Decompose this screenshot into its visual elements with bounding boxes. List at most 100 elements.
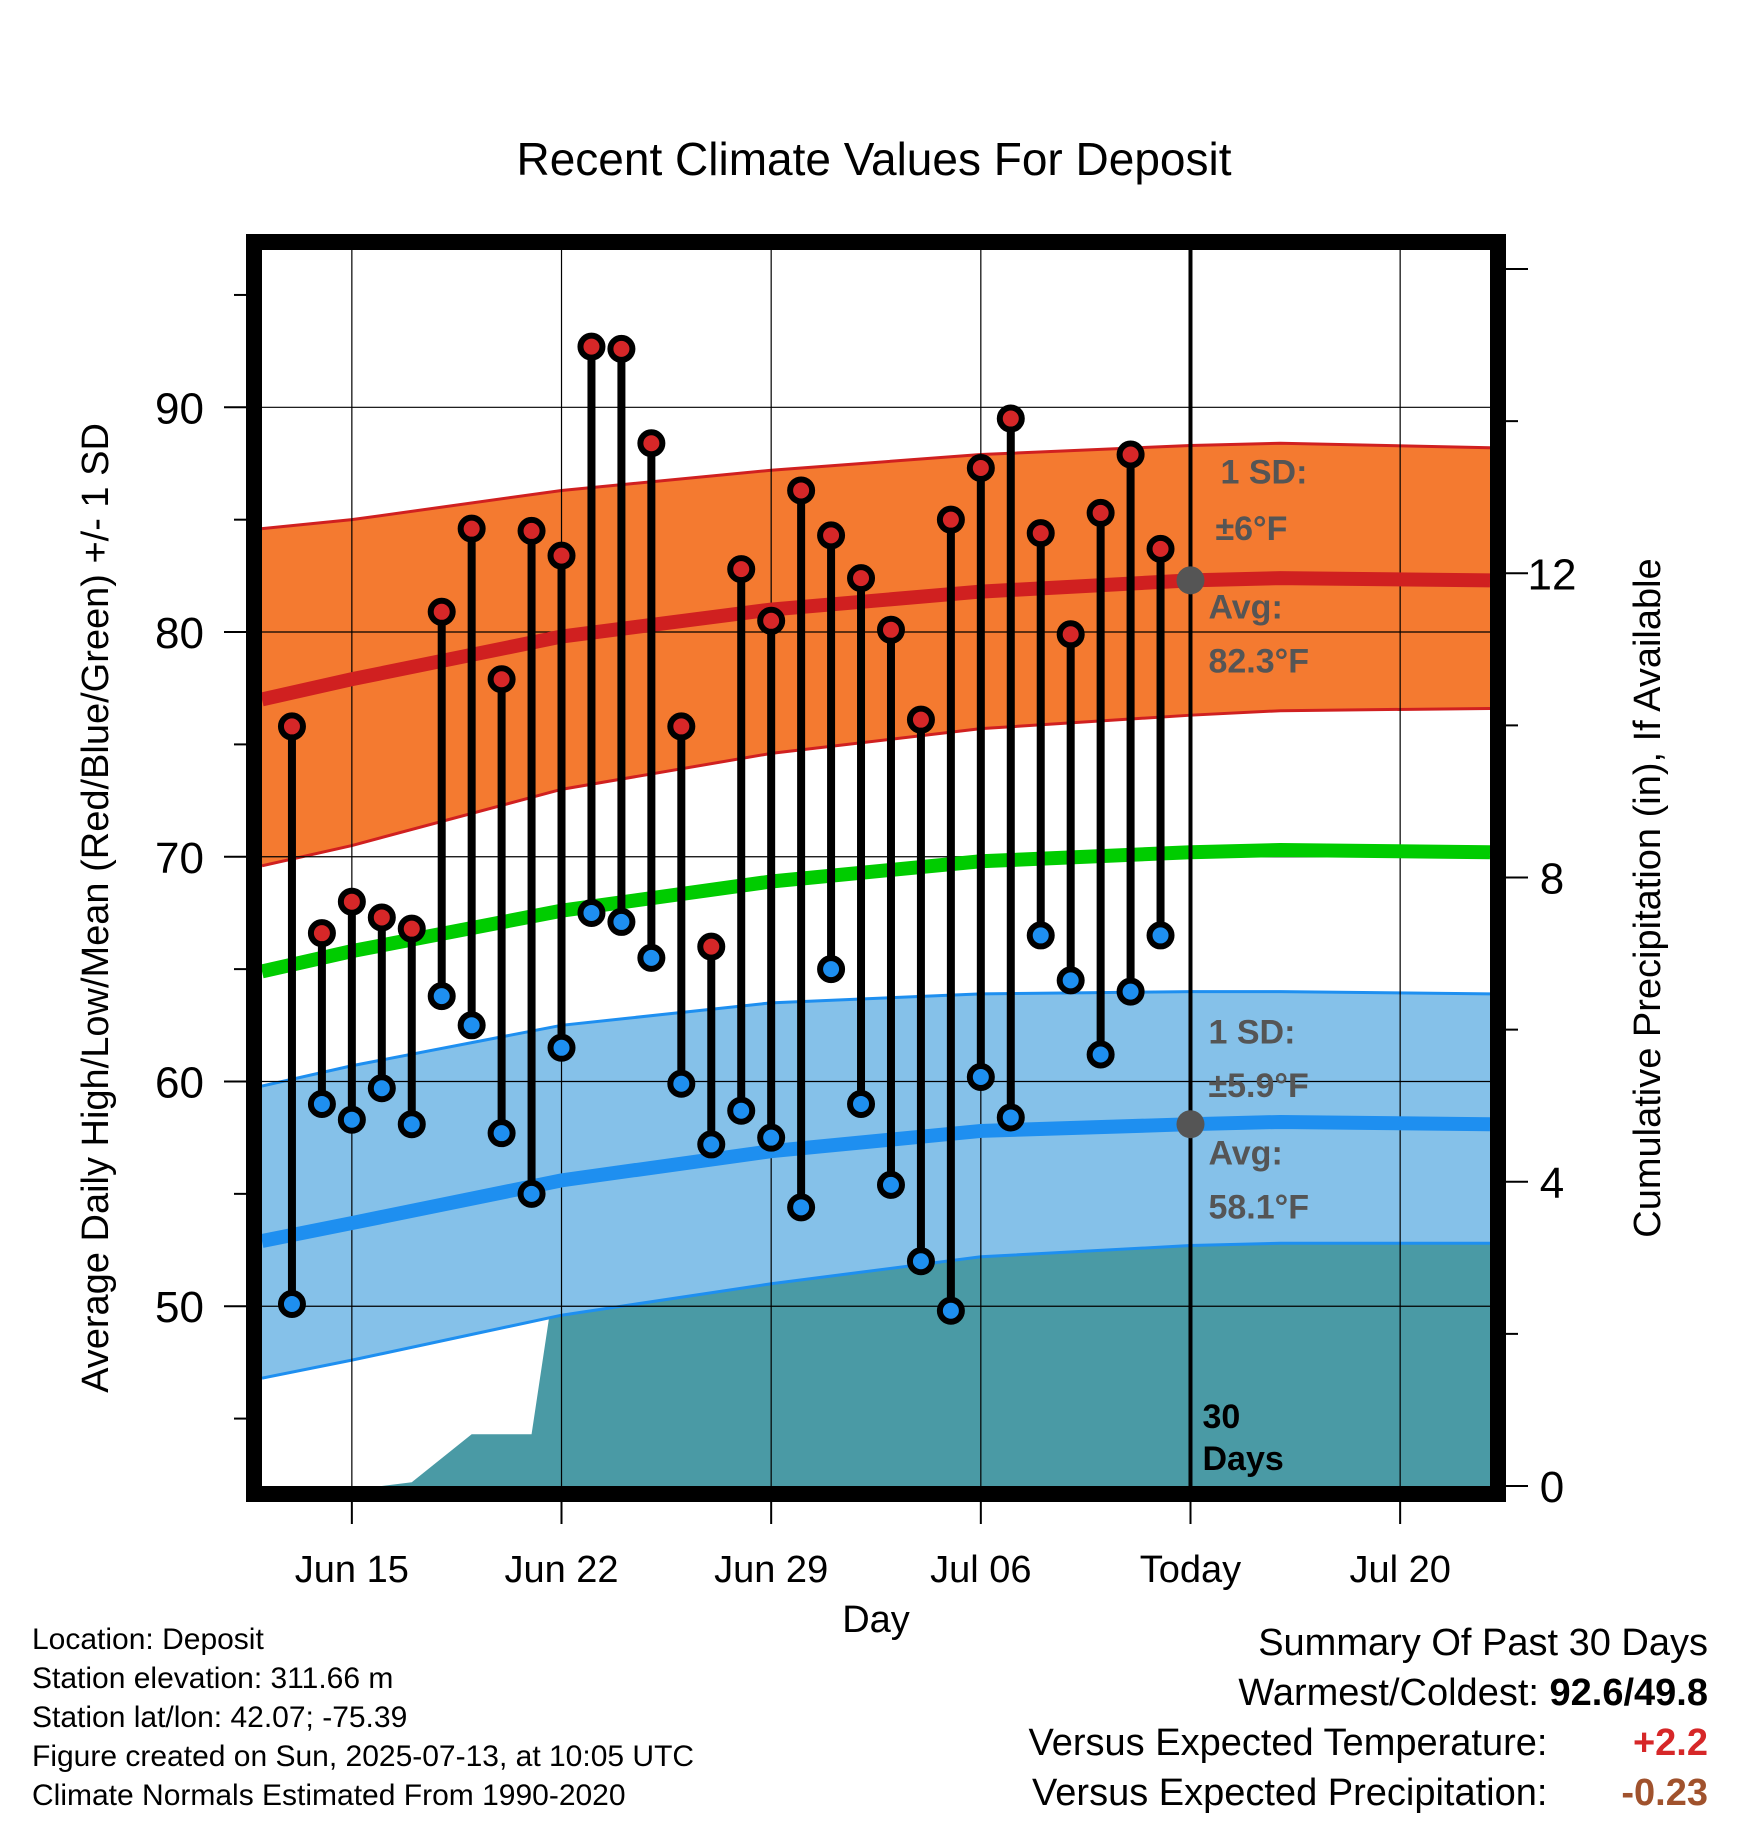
daily-low-point-21 [906, 1247, 935, 1276]
high-sd-upper-line [262, 441, 1490, 531]
y2-tick-label-4: 4 [1540, 1159, 1564, 1208]
daily-high-point-29 [1146, 534, 1175, 563]
daily-high-point-12 [637, 429, 666, 458]
daily-high-point-5 [427, 597, 456, 626]
high-sd-value: ±6°F [1215, 510, 1287, 548]
elevation-text: Station elevation: 311.66 m [32, 1662, 394, 1695]
location-text: Location: Deposit [32, 1623, 264, 1656]
daily-high-point-19 [847, 564, 876, 593]
daily-high-point-0 [277, 712, 306, 741]
y2-axis-title: Cumulative Precipitation (in), If Availa… [1627, 558, 1669, 1237]
summary-precip-row: Versus Expected Precipitation: -0.23 [1029, 1768, 1708, 1818]
high-avg-line [262, 571, 1490, 707]
daily-low-point-29 [1146, 921, 1175, 950]
high-sd-lower-line [262, 706, 1490, 868]
daily-high-point-17 [787, 476, 816, 505]
today-days-label-line1: 30 [1202, 1398, 1240, 1436]
x-tick-label-2: Jun 29 [714, 1549, 828, 1591]
daily-low-point-26 [1056, 966, 1085, 995]
daily-low-point-0 [277, 1289, 306, 1318]
daily-low-point-24 [996, 1103, 1025, 1132]
daily-high-point-18 [817, 521, 846, 550]
daily-low-point-28 [1116, 977, 1145, 1006]
precip-label: Versus Expected Precipitation: [1032, 1772, 1548, 1814]
daily-high-point-10 [577, 332, 606, 361]
daily-high-point-11 [607, 334, 636, 363]
station-info: Location: Deposit Station elevation: 311… [32, 1620, 694, 1815]
daily-high-point-27 [1086, 498, 1115, 527]
normals-text: Climate Normals Estimated From 1990-2020 [32, 1779, 626, 1812]
daily-low-point-1 [307, 1089, 336, 1118]
daily-low-point-3 [367, 1074, 396, 1103]
x-tick-label-4: Today [1140, 1549, 1241, 1591]
daily-low-point-12 [637, 943, 666, 972]
low-sd-band [262, 991, 1490, 1379]
y2-tick-label-12: 12 [1528, 550, 1577, 599]
summary-warmest-row: Warmest/Coldest: 92.6/49.8 [1029, 1668, 1708, 1718]
low-sd-label: 1 SD: [1208, 1013, 1295, 1051]
y-axis-title: Average Daily High/Low/Mean (Red/Blue/Gr… [75, 423, 117, 1393]
low-avg-value: 58.1°F [1208, 1189, 1309, 1227]
y2-tick-label-0: 0 [1540, 1463, 1564, 1512]
daily-low-point-8 [517, 1179, 546, 1208]
daily-low-point-19 [847, 1089, 876, 1118]
temp-label: Versus Expected Temperature: [1028, 1722, 1548, 1764]
daily-high-point-23 [966, 453, 995, 482]
daily-low-point-15 [727, 1096, 756, 1125]
daily-low-point-16 [757, 1123, 786, 1152]
low-sd-lower-line [262, 1241, 1490, 1380]
x-tick-label-0: Jun 15 [295, 1549, 409, 1591]
y-tick-label-90: 90 [155, 384, 204, 433]
x-tick-label-5: Jul 20 [1349, 1549, 1450, 1591]
daily-high-point-13 [667, 712, 696, 741]
daily-high-point-3 [367, 903, 396, 932]
high-avg-label: Avg: [1208, 589, 1282, 627]
daily-low-point-18 [817, 955, 846, 984]
summary-temp-row: Versus Expected Temperature: +2.2 [1029, 1718, 1708, 1768]
daily-high-point-28 [1116, 440, 1145, 469]
x-tick-label-1: Jun 22 [504, 1549, 618, 1591]
daily-high-point-8 [517, 516, 546, 545]
y-tick-label-70: 70 [155, 834, 204, 883]
summary-panel: Summary Of Past 30 Days Warmest/Coldest:… [1029, 1618, 1708, 1818]
created-text: Figure created on Sun, 2025-07-13, at 10… [32, 1740, 695, 1773]
daily-low-point-17 [787, 1193, 816, 1222]
daily-low-point-5 [427, 982, 456, 1011]
daily-high-point-21 [906, 705, 935, 734]
daily-high-point-7 [487, 665, 516, 694]
y-tick-label-60: 60 [155, 1058, 204, 1107]
latlon-text: Station lat/lon: 42.07; -75.39 [32, 1701, 408, 1734]
daily-low-point-13 [667, 1069, 696, 1098]
y2-tick-label-8: 8 [1540, 855, 1564, 904]
x-axis-title: Day [842, 1599, 910, 1641]
daily-high-point-24 [996, 404, 1025, 433]
x-tick-label-3: Jul 06 [930, 1549, 1031, 1591]
daily-low-point-25 [1026, 921, 1055, 950]
low-avg-label: Avg: [1208, 1135, 1282, 1173]
today-days-label-line2: Days [1202, 1440, 1283, 1478]
daily-low-point-22 [936, 1296, 965, 1325]
daily-low-point-4 [397, 1110, 426, 1139]
daily-high-point-26 [1056, 620, 1085, 649]
daily-high-point-4 [397, 914, 426, 943]
y-tick-label-80: 80 [155, 609, 204, 658]
summary-title: Summary Of Past 30 Days [1258, 1622, 1708, 1664]
precip-value: -0.23 [1621, 1772, 1708, 1814]
daily-low-point-7 [487, 1119, 516, 1148]
daily-high-point-15 [727, 555, 756, 584]
daily-high-point-25 [1026, 519, 1055, 548]
daily-low-point-9 [547, 1033, 576, 1062]
low-sd-upper-line [262, 990, 1490, 1088]
daily-high-point-2 [337, 887, 366, 916]
daily-high-point-16 [757, 606, 786, 635]
daily-low-point-14 [697, 1130, 726, 1159]
daily-low-point-27 [1086, 1040, 1115, 1069]
low-avg-line [262, 1114, 1490, 1248]
daily-high-point-1 [307, 919, 336, 948]
warmest-label: Warmest/Coldest: [1238, 1672, 1539, 1714]
daily-low-point-11 [607, 907, 636, 936]
daily-low-point-20 [876, 1170, 905, 1199]
daily-low-point-23 [966, 1062, 995, 1091]
today-low-avg-marker [1176, 1110, 1205, 1139]
